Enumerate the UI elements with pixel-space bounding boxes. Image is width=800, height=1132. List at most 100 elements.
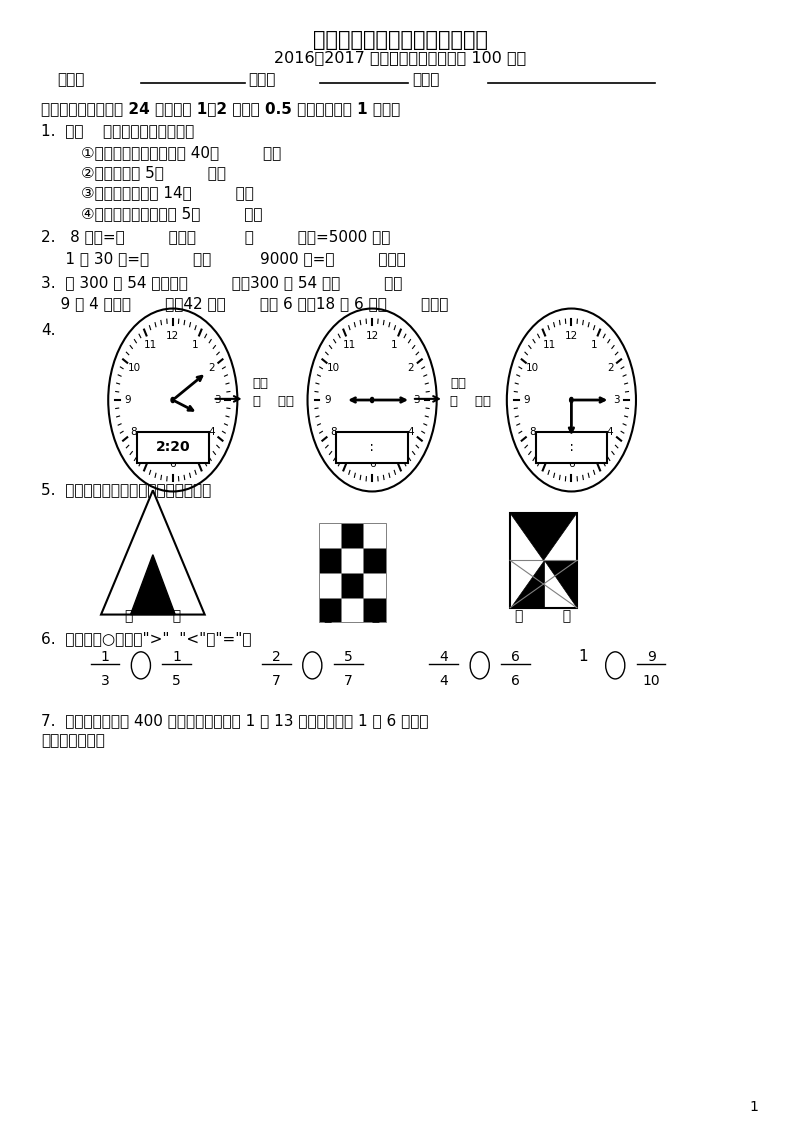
Text: 1: 1 (590, 340, 597, 350)
Text: 7: 7 (546, 451, 552, 460)
Text: 7: 7 (147, 451, 154, 460)
Text: 班级：: 班级： (249, 72, 276, 87)
Circle shape (514, 319, 628, 480)
Circle shape (370, 397, 374, 403)
Polygon shape (130, 555, 175, 615)
Text: 新人教版三年级数学期末测试卷: 新人教版三年级数学期末测试卷 (313, 29, 487, 50)
Text: （         ）: （ ） (515, 609, 571, 623)
Circle shape (171, 397, 174, 403)
Text: :: : (565, 440, 578, 454)
Text: 一、我会填空。（共 24 分，其中 1、2 题每空 0.5 分，其余每空 1 分。）: 一、我会填空。（共 24 分，其中 1、2 题每空 0.5 分，其余每空 1 分… (42, 101, 401, 115)
Text: ③小明身高大约是 14（         ）。: ③小明身高大约是 14（ ）。 (81, 186, 254, 200)
Text: 4: 4 (607, 427, 614, 437)
Text: （         ）: （ ） (324, 609, 380, 623)
Polygon shape (543, 560, 577, 608)
Text: 4: 4 (439, 675, 448, 688)
Text: 1: 1 (172, 650, 182, 664)
Bar (318, 523, 341, 548)
Text: 3: 3 (414, 395, 420, 405)
Text: 3.  比 300 多 54 的数是（         ），300 比 54 多（         ），: 3. 比 300 多 54 的数是（ ），300 比 54 多（ ）， (42, 275, 402, 290)
Text: 12: 12 (565, 332, 578, 342)
Bar (341, 598, 363, 623)
Text: 7.  小东和小明进行 400 米赛跑。小东用了 1 分 13 秒，小明用了 1 分 6 秒，（: 7. 小东和小明进行 400 米赛跑。小东用了 1 分 13 秒，小明用了 1 … (42, 713, 429, 728)
Text: ）跑得快一些。: ）跑得快一些。 (42, 734, 105, 748)
Text: （    ）分: （ ）分 (253, 395, 294, 409)
Text: 10: 10 (526, 363, 539, 374)
Text: 2016～2017 学年度第一学期（总分 100 分）: 2016～2017 学年度第一学期（总分 100 分） (274, 50, 526, 65)
Text: 1.  在（    ）里填上合适的单位。: 1. 在（ ）里填上合适的单位。 (42, 123, 194, 138)
Text: 2:20: 2:20 (155, 440, 190, 454)
Text: 9 的 4 倍是（       ），42 是（       ）的 6 倍，18 是 6 的（       ）倍。: 9 的 4 倍是（ ），42 是（ ）的 6 倍，18 是 6 的（ ）倍。 (42, 297, 449, 311)
Bar (363, 598, 386, 623)
Text: 1: 1 (101, 650, 110, 664)
Text: ④这辆货车最多载货物 5（         ）。: ④这辆货车最多载货物 5（ ）。 (81, 206, 262, 221)
Text: :: : (366, 440, 378, 454)
Text: 9: 9 (523, 395, 530, 405)
Text: 1 分 30 秒=（         ）秒          9000 米=（         ）千米: 1 分 30 秒=（ ）秒 9000 米=（ ）千米 (42, 251, 406, 266)
Text: 姓名：: 姓名： (57, 72, 85, 87)
Text: 6: 6 (369, 458, 375, 469)
Text: 得分：: 得分： (412, 72, 439, 87)
Text: 5: 5 (344, 650, 353, 664)
Text: 6: 6 (511, 650, 520, 664)
FancyBboxPatch shape (137, 431, 209, 463)
Bar (363, 573, 386, 598)
Text: 4.: 4. (42, 324, 56, 338)
Text: 6: 6 (568, 458, 574, 469)
Text: ②一棵大树高 5（         ）。: ②一棵大树高 5（ ）。 (81, 165, 226, 180)
Circle shape (315, 319, 429, 480)
Text: 5: 5 (192, 451, 198, 460)
Text: 3: 3 (613, 395, 619, 405)
Text: 2: 2 (208, 363, 215, 374)
Text: 9: 9 (125, 395, 131, 405)
Text: 10: 10 (127, 363, 141, 374)
Text: 2: 2 (607, 363, 614, 374)
Text: 10: 10 (326, 363, 340, 374)
Bar (318, 573, 341, 598)
Bar (363, 523, 386, 548)
Text: 8: 8 (130, 427, 138, 437)
Text: 8: 8 (530, 427, 536, 437)
Text: 1: 1 (192, 340, 198, 350)
Text: 11: 11 (144, 340, 157, 350)
Text: 4: 4 (208, 427, 215, 437)
Text: 1: 1 (578, 649, 588, 663)
Text: 3: 3 (214, 395, 221, 405)
Bar (341, 523, 363, 548)
Text: 6: 6 (170, 458, 176, 469)
Polygon shape (510, 560, 543, 608)
Polygon shape (510, 513, 577, 560)
Circle shape (116, 319, 230, 480)
Bar (341, 548, 363, 573)
Text: （         ）: （ ） (125, 609, 181, 623)
Bar (363, 548, 386, 573)
Text: 12: 12 (166, 332, 179, 342)
FancyBboxPatch shape (535, 431, 607, 463)
Text: 11: 11 (343, 340, 356, 350)
Text: 1: 1 (750, 1099, 758, 1114)
Bar (341, 573, 363, 598)
Text: 7: 7 (272, 675, 281, 688)
Text: 5.  用分数表示下面各图中的阴影部分。: 5. 用分数表示下面各图中的阴影部分。 (42, 482, 211, 497)
Text: 2.   8 分米=（         ）厘米          （         ）吨=5000 千克: 2. 8 分米=（ ）厘米 （ ）吨=5000 千克 (42, 230, 390, 245)
Text: 7: 7 (344, 675, 353, 688)
Text: 经过: 经过 (253, 377, 269, 391)
Text: 6: 6 (511, 675, 520, 688)
Text: （    ）分: （ ）分 (450, 395, 491, 409)
Text: 2: 2 (408, 363, 414, 374)
Text: 12: 12 (366, 332, 378, 342)
Text: 8: 8 (330, 427, 337, 437)
Text: 4: 4 (439, 650, 448, 664)
Text: 6.  在下面的○中填上">"  "<"或"="。: 6. 在下面的○中填上">" "<"或"="。 (42, 632, 252, 646)
Text: 3: 3 (101, 675, 110, 688)
Text: 9: 9 (324, 395, 330, 405)
FancyBboxPatch shape (336, 431, 408, 463)
Text: 5: 5 (391, 451, 398, 460)
Text: 5: 5 (173, 675, 181, 688)
Text: 5: 5 (590, 451, 597, 460)
Text: 4: 4 (408, 427, 414, 437)
Polygon shape (101, 490, 205, 615)
Text: 9: 9 (646, 650, 655, 664)
Text: 2: 2 (272, 650, 281, 664)
Text: 7: 7 (346, 451, 353, 460)
